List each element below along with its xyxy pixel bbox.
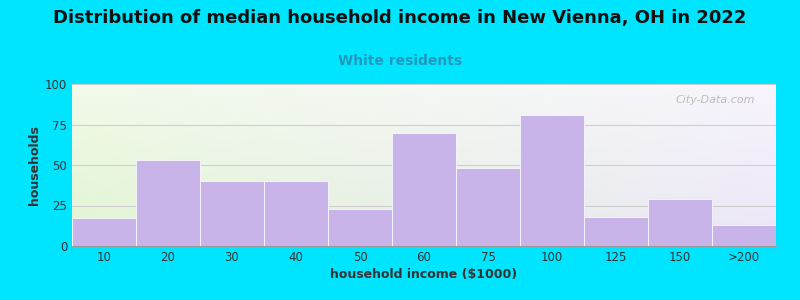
Bar [456, 168, 520, 246]
Text: Distribution of median household income in New Vienna, OH in 2022: Distribution of median household income … [54, 9, 746, 27]
Bar [200, 181, 264, 246]
Text: White residents: White residents [338, 54, 462, 68]
Bar [264, 181, 328, 246]
Bar [136, 160, 200, 246]
Bar [712, 225, 776, 246]
Text: City-Data.com: City-Data.com [675, 95, 755, 105]
Bar [392, 133, 456, 246]
Bar [328, 209, 392, 246]
Bar [72, 218, 136, 246]
Bar [648, 199, 712, 246]
X-axis label: household income ($1000): household income ($1000) [330, 268, 518, 281]
Y-axis label: households: households [28, 125, 41, 205]
Bar [520, 115, 584, 246]
Bar [584, 217, 648, 246]
